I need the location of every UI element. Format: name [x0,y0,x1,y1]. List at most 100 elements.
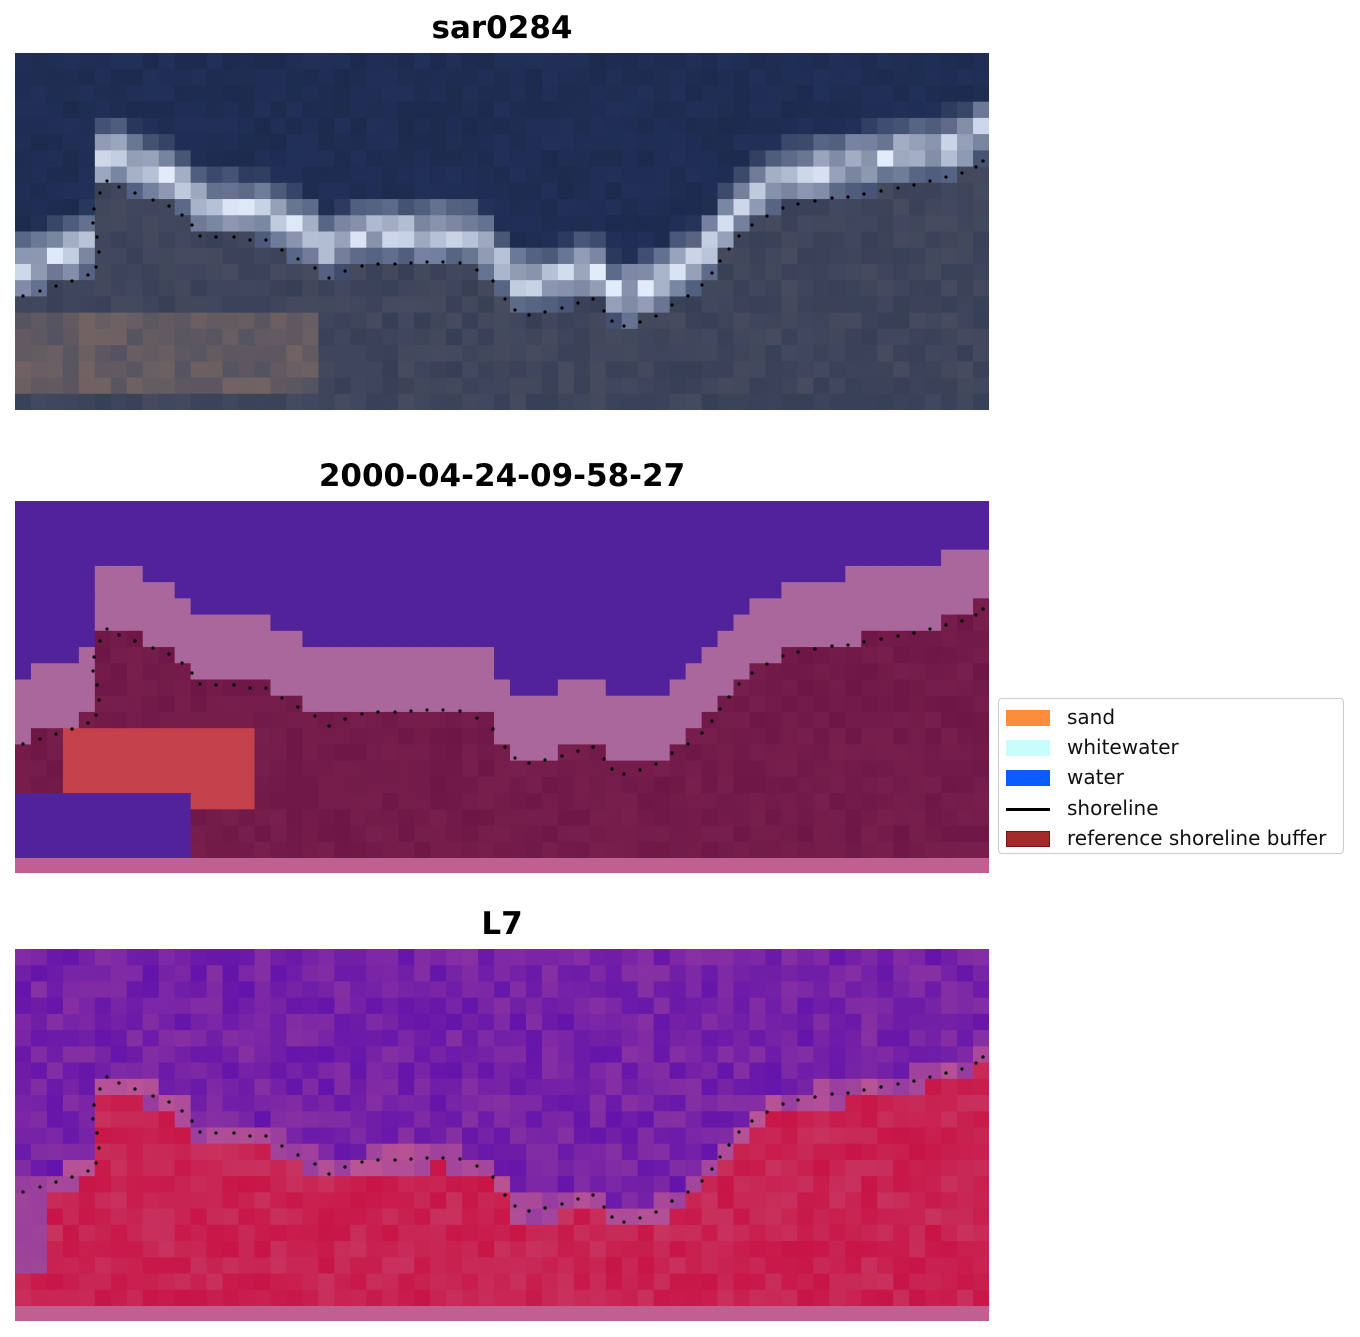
shoreline-point [180,213,184,217]
shoreline-point [409,261,413,265]
shoreline-point [327,724,331,728]
shoreline-point [54,284,58,288]
shoreline-point [622,772,626,776]
title-rgb: sar0284 [431,10,573,46]
shoreline-point [313,266,317,270]
shoreline-point [513,1204,517,1208]
shoreline-point [781,206,785,210]
shoreline-point [654,314,658,318]
shoreline-point [610,767,614,771]
shoreline-point [296,705,300,709]
shoreline-point [360,712,364,716]
shoreline-point [70,279,74,283]
shoreline-point [944,623,948,627]
shoreline-point [117,185,121,189]
shoreline-point [830,196,834,200]
shoreline-point [98,1087,102,1091]
shoreline-point [38,737,42,741]
shoreline-point [981,1055,985,1059]
shoreline-point [944,1071,948,1075]
shoreline-point [491,279,495,283]
shoreline-point [602,1205,606,1209]
shoreline-point [974,613,978,617]
shoreline-point [86,1169,90,1173]
shoreline-point [167,204,171,208]
shoreline-point [190,671,194,675]
shoreline-point [21,1190,25,1194]
shoreline-point [343,717,347,721]
shoreline-point [458,261,462,265]
shoreline-point [765,1110,769,1114]
shoreline-point [190,223,194,227]
shoreline-point [830,1092,834,1096]
legend-label-water: water [1067,765,1124,789]
shoreline-point [591,297,595,301]
sand-swatch-icon [1006,710,1050,726]
shoreline-point [700,731,704,735]
shoreline-point [54,732,58,736]
shoreline-point [543,310,547,314]
shoreline-point [458,1157,462,1161]
shoreline-point [879,1085,883,1089]
shoreline-point [560,754,564,758]
shoreline-point [425,708,429,712]
shoreline-point [686,1190,690,1194]
shoreline-point [343,1165,347,1169]
legend-label-reference-buffer: reference shoreline buffer [1067,826,1327,850]
shoreline-point [700,283,704,287]
shoreline-point [475,716,479,720]
shoreline-point [912,1079,916,1083]
shoreline-point [198,234,202,238]
shoreline-point [360,264,364,268]
shoreline-point [710,1167,714,1171]
shoreline-point [313,714,317,718]
shoreline-point [591,745,595,749]
shoreline-point [862,192,866,196]
shoreline-point [638,1216,642,1220]
shoreline-point [974,1061,978,1065]
shoreline-point [167,1100,171,1104]
shoreline-point [180,661,184,665]
panel-rgb-image [15,53,989,410]
shoreline-point [232,683,236,687]
shoreline-point [296,1153,300,1157]
shoreline-point [830,644,834,648]
shoreline-point [543,1206,547,1210]
shoreline-point [670,751,674,755]
legend-label-whitewater: whitewater [1067,735,1179,759]
shoreline-point [151,198,155,202]
shoreline-point [38,289,42,293]
shoreline-point [591,1193,595,1197]
shoreline-point [313,1162,317,1166]
shoreline-point [560,306,564,310]
shoreline-point [750,223,754,227]
legend-item-reference-buffer: reference shoreline buffer [1006,824,1342,850]
shoreline-point [960,1067,964,1071]
shoreline-point [98,191,102,195]
shoreline-dots [21,159,985,328]
shoreline-point [944,175,948,179]
index-image-svg [15,949,989,1321]
shoreline-point [813,647,817,651]
shoreline-point [974,165,978,169]
shoreline-point [475,1164,479,1168]
shoreline-point [190,1119,194,1123]
shoreline-point [710,719,714,723]
shoreline-point [441,1156,445,1160]
shoreline-point [98,639,102,643]
shoreline-dots [21,1055,985,1224]
shoreline-point [92,207,96,211]
shoreline-point [264,686,268,690]
legend: sand whitewater water shoreline referenc… [998,698,1344,854]
shoreline-point [491,727,495,731]
shoreline-point [718,1155,722,1159]
legend-label-shoreline: shoreline [1067,796,1159,820]
shoreline-point [91,1117,95,1121]
shoreline-point [409,1157,413,1161]
classified-image-svg [15,501,989,873]
shoreline-point [264,1134,268,1138]
buffer-swatch-icon [1006,831,1050,847]
shoreline-point [765,214,769,218]
shoreline-point [654,1210,658,1214]
legend-item-shoreline: shoreline [1006,794,1342,820]
